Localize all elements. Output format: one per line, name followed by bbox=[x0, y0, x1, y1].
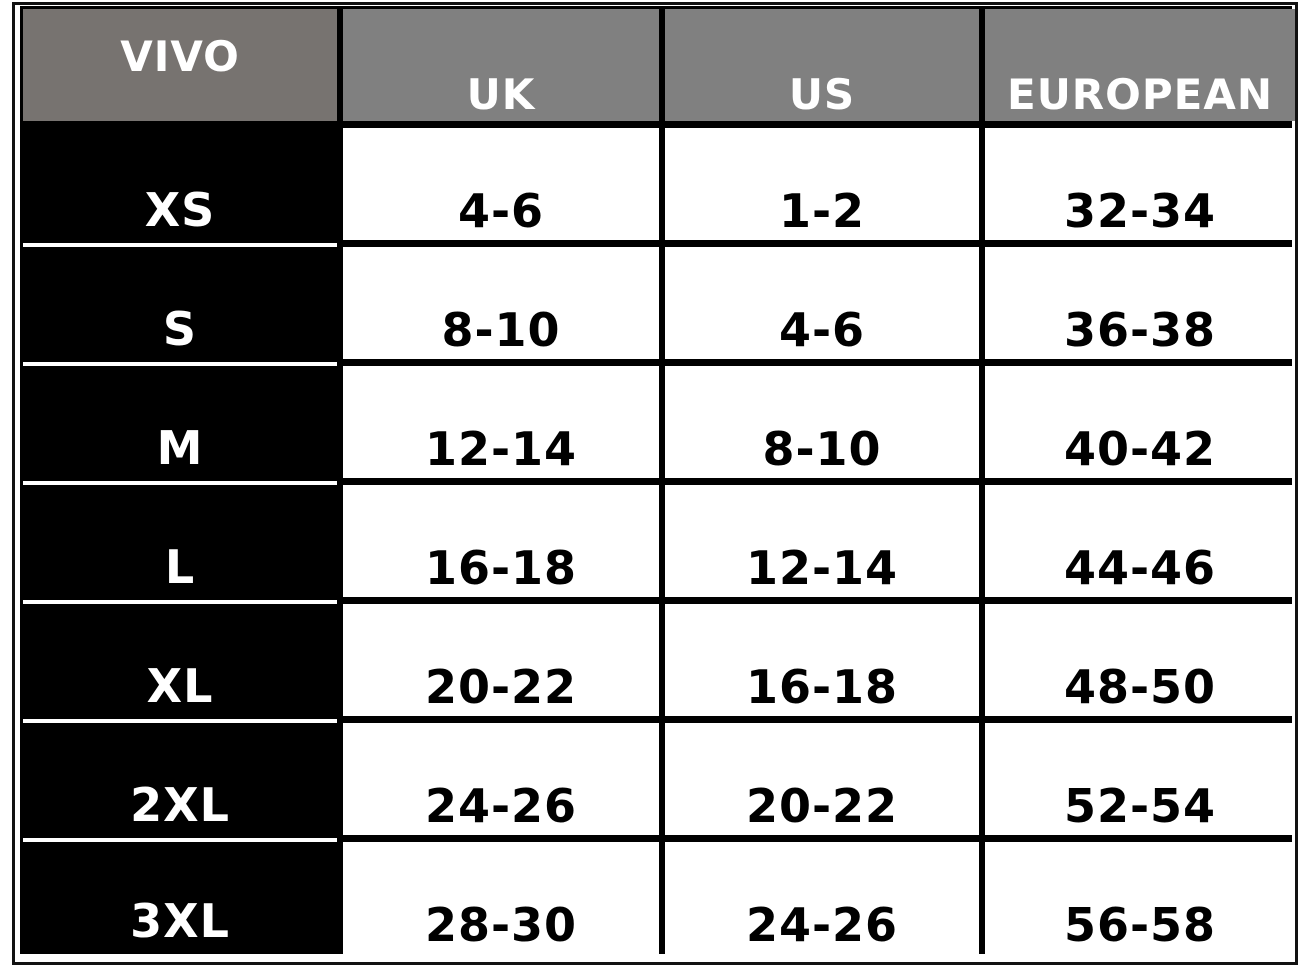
size-cell: 2XL bbox=[23, 723, 337, 842]
us-cell: 4-6 bbox=[665, 247, 979, 359]
header-european: EUROPEAN bbox=[985, 9, 1295, 121]
european-cell: 52-54 bbox=[985, 723, 1295, 835]
uk-cell: 20-22 bbox=[343, 604, 659, 716]
european-cell: 40-42 bbox=[985, 366, 1295, 478]
size-cell: 3XL bbox=[23, 842, 337, 954]
us-cell: 16-18 bbox=[665, 604, 979, 716]
us-cell: 1-2 bbox=[665, 128, 979, 240]
size-cell: XL bbox=[23, 604, 337, 723]
uk-cell: 4-6 bbox=[343, 128, 659, 240]
us-cell: 20-22 bbox=[665, 723, 979, 835]
size-chart-table: VIVO UK US EUROPEAN XS 4-6 1-2 32-34 S 8-10 4-… bbox=[20, 6, 1295, 954]
header-uk: UK bbox=[343, 9, 659, 121]
uk-cell: 8-10 bbox=[343, 247, 659, 359]
us-cell: 24-26 bbox=[665, 842, 979, 954]
uk-cell: 12-14 bbox=[343, 366, 659, 478]
european-cell: 56-58 bbox=[985, 842, 1295, 954]
header-brand: VIVO bbox=[23, 9, 337, 121]
uk-cell: 16-18 bbox=[343, 485, 659, 597]
size-cell: XS bbox=[23, 128, 337, 247]
header-us: US bbox=[665, 9, 979, 121]
european-cell: 44-46 bbox=[985, 485, 1295, 597]
european-cell: 32-34 bbox=[985, 128, 1295, 240]
european-cell: 48-50 bbox=[985, 604, 1295, 716]
us-cell: 12-14 bbox=[665, 485, 979, 597]
uk-cell: 28-30 bbox=[343, 842, 659, 954]
uk-cell: 24-26 bbox=[343, 723, 659, 835]
outer-frame bbox=[12, 2, 1298, 965]
size-cell: L bbox=[23, 485, 337, 604]
us-cell: 8-10 bbox=[665, 366, 979, 478]
european-cell: 36-38 bbox=[985, 247, 1295, 359]
size-cell: M bbox=[23, 366, 337, 485]
size-cell: S bbox=[23, 247, 337, 366]
